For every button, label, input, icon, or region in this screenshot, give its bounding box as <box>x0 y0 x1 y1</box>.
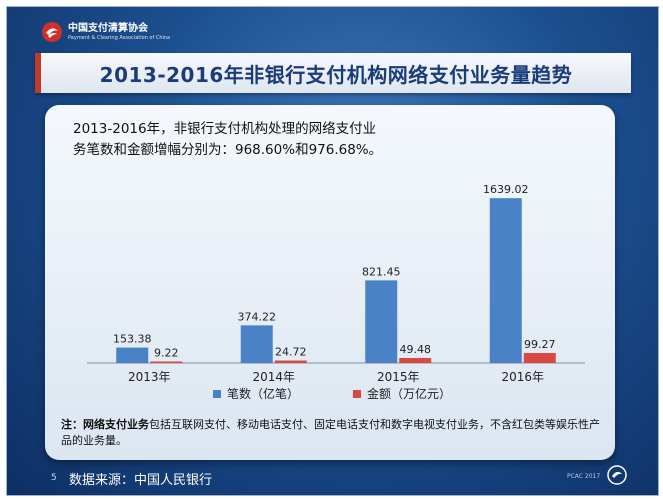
x-tick-label-1: 2014年 <box>252 370 295 384</box>
legend-swatch-1 <box>353 390 361 398</box>
footnote-prefix: 注： <box>61 418 83 431</box>
bar-amount-2 <box>399 358 432 363</box>
bar-count-3 <box>489 198 522 363</box>
bar-amount-1 <box>274 360 307 363</box>
x-tick-label-2: 2015年 <box>377 370 420 384</box>
content-panel: 2013-2016年，非银行支付机构处理的网络支付业 务笔数和金额增幅分别为：9… <box>45 105 615 460</box>
footnote-text: 包括互联网支付、移动电话支付、固定电话支付和数字电视支付业务，不含红包类等娱乐性… <box>61 418 600 447</box>
bar-amount-3 <box>523 353 556 363</box>
pcac-logo-icon <box>42 22 62 42</box>
data-label-amount-1: 24.72 <box>275 346 307 359</box>
bar-count-2 <box>365 280 398 363</box>
bar-count-1 <box>240 325 273 363</box>
data-label-count-0: 153.38 <box>113 333 152 346</box>
data-label-count-1: 374.22 <box>238 310 277 323</box>
footnote: 注：网络支付业务包括互联网支付、移动电话支付、固定电话支付和数字电视支付业务，不… <box>61 417 601 449</box>
data-label-count-3: 1639.02 <box>483 183 529 196</box>
page-title: 2013-2016年非银行支付机构网络支付业务量趋势 <box>99 62 573 87</box>
footnote-term: 网络支付业务 <box>83 418 149 431</box>
org-name-en: Payment & Clearing Association of China <box>68 34 171 41</box>
legend-label-0: 笔数（亿笔） <box>227 386 299 401</box>
x-tick-label-0: 2013年 <box>128 370 171 384</box>
legend-swatch-0 <box>213 390 221 398</box>
bar-count-0 <box>116 347 149 363</box>
org-name-cn: 中国支付清算协会 <box>68 22 148 34</box>
page-number: 5 <box>51 473 57 483</box>
data-label-amount-0: 9.22 <box>154 347 179 360</box>
data-source: 数据来源：中国人民银行 <box>69 473 213 488</box>
data-label-amount-2: 49.48 <box>400 343 432 356</box>
slide: 中国支付清算协会 Payment & Clearing Association … <box>6 6 659 496</box>
pcac-footer-logo-icon <box>607 465 627 485</box>
bar-amount-0 <box>150 361 183 363</box>
intro-line-1: 2013-2016年，非银行支付机构处理的网络支付业 <box>73 121 377 137</box>
data-label-count-2: 821.45 <box>362 265 401 278</box>
org-logo: 中国支付清算协会 Payment & Clearing Association … <box>41 21 170 43</box>
intro-text: 2013-2016年，非银行支付机构处理的网络支付业 务笔数和金额增幅分别为：9… <box>73 119 453 161</box>
legend-label-1: 金额（万亿元） <box>367 386 451 401</box>
intro-line-2: 务笔数和金额增幅分别为：968.60%和976.68%。 <box>73 142 383 158</box>
title-bar: 2013-2016年非银行支付机构网络支付业务量趋势 <box>35 53 631 93</box>
footer-brand: PCAC 2017 <box>567 473 601 480</box>
data-label-amount-3: 99.27 <box>524 338 556 351</box>
bar-chart: 153.389.22 2013年 374.22 24.72 2014年 821.45 49.… <box>87 183 585 401</box>
x-tick-label-3: 2016年 <box>501 370 544 384</box>
